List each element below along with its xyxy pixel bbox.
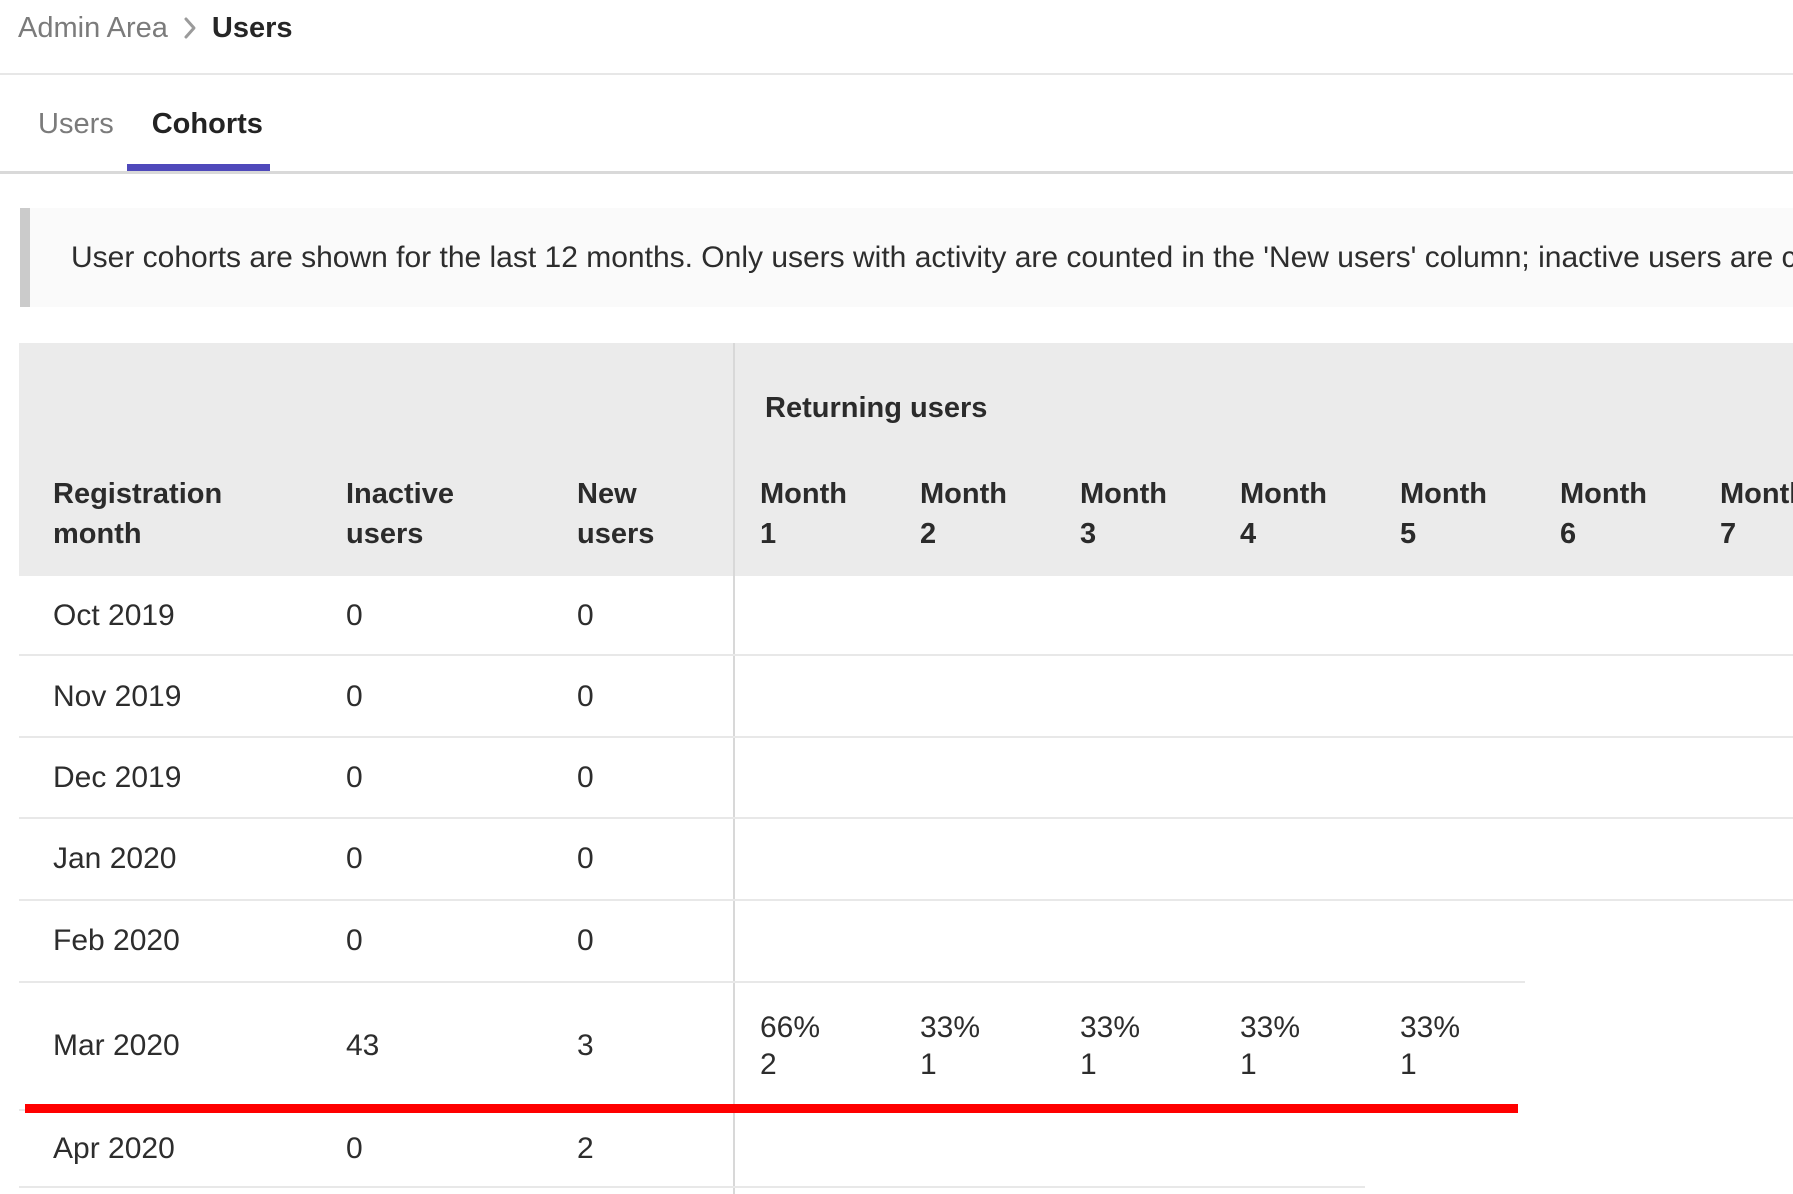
table-row-mar-2020: Mar 2020 43 3 66% 2 33% 1 33% 1 33% 1 33% 1 [19, 982, 1793, 1110]
inactive-users-cell: 43 [346, 1029, 380, 1062]
returning-percentage: 33% [1400, 1011, 1461, 1044]
table-row-nov-2019: Nov 2019 0 0 [19, 656, 1793, 737]
returning-month-3-cell: 33% 1 [1053, 1009, 1213, 1083]
returning-month-4-cell: 33% 1 [1213, 1009, 1373, 1083]
registration-month-cell: Feb 2020 [53, 924, 180, 957]
inactive-users-cell: 0 [346, 679, 363, 713]
returning-percentage: 33% [920, 1011, 981, 1044]
breadcrumb-current-users: Users [211, 11, 293, 44]
table-row-apr-2020: Apr 2020 0 2 [19, 1110, 1793, 1187]
new-users-cell: 2 [577, 1131, 594, 1165]
table-row-jan-2020: Jan 2020 0 0 [19, 818, 1793, 900]
inactive-users-cell: 0 [346, 842, 363, 875]
tabs-bottom-border [0, 171, 1793, 174]
inactive-users-cell: 0 [346, 760, 363, 794]
tab-users[interactable]: Users [38, 107, 114, 140]
breadcrumb-link-admin-area[interactable]: Admin Area [18, 11, 168, 44]
row-divider [19, 1186, 1365, 1188]
registration-month-cell: Nov 2019 [53, 679, 182, 713]
column-header-registration-month: Registration month [53, 478, 223, 550]
active-tab-underline [127, 164, 270, 171]
returning-users-group-header: Returning users [765, 392, 988, 424]
column-header-month-6: Month 6 [1560, 478, 1647, 550]
chevron-right-icon [182, 15, 198, 41]
new-users-cell: 0 [577, 679, 594, 713]
column-header-month-4: Month 4 [1240, 478, 1327, 550]
column-header-new-users: New users [577, 478, 655, 550]
inactive-users-cell: 0 [346, 599, 363, 632]
row-divider [19, 817, 1793, 819]
new-users-cell: 0 [577, 760, 594, 794]
tab-cohorts[interactable]: Cohorts [151, 107, 263, 140]
returning-count: 1 [1080, 1048, 1097, 1081]
registration-month-cell: Mar 2020 [53, 1029, 180, 1062]
column-header-month-7: Month7 [1720, 478, 1793, 550]
returning-count: 1 [1240, 1048, 1257, 1081]
tab-bar: Users Cohorts [38, 96, 263, 152]
new-users-cell: 0 [577, 842, 594, 875]
table-row-oct-2019: Oct 2019 0 0 [19, 576, 1793, 656]
returning-users-column-divider [733, 343, 735, 1194]
new-users-cell: 0 [577, 924, 594, 957]
new-users-cell: 3 [577, 1029, 594, 1062]
returning-count: 1 [920, 1048, 937, 1081]
breadcrumb: Admin Area Users [18, 6, 293, 50]
returning-count: 1 [1400, 1048, 1417, 1081]
column-header-month-3: Month 3 [1080, 478, 1167, 550]
table-row-dec-2019: Dec 2019 0 0 [19, 737, 1793, 818]
returning-month-5-cell: 33% 1 [1373, 1009, 1533, 1083]
column-header-month-1: Month 1 [760, 478, 847, 550]
cohorts-info-banner: User cohorts are shown for the last 12 m… [20, 208, 1793, 307]
row-divider [19, 981, 1525, 983]
returning-percentage: 33% [1080, 1011, 1141, 1044]
returning-month-2-cell: 33% 1 [893, 1009, 1053, 1083]
table-header: Registration month Inactive users New us… [19, 343, 1793, 576]
column-header-month-2: Month 2 [920, 478, 1007, 550]
new-users-cell: 0 [577, 599, 594, 632]
column-header-inactive-users: Inactive users [346, 478, 454, 550]
column-header-month-5: Month 5 [1400, 478, 1487, 550]
table-row-feb-2020: Feb 2020 0 0 [19, 900, 1793, 982]
row-divider [19, 654, 1793, 656]
registration-month-cell: Jan 2020 [53, 842, 177, 875]
registration-month-cell: Oct 2019 [53, 599, 175, 632]
inactive-users-cell: 0 [346, 1131, 363, 1165]
registration-month-cell: Apr 2020 [53, 1131, 175, 1165]
row-divider [19, 736, 1793, 738]
returning-percentage: 33% [1240, 1011, 1301, 1044]
table-body: Oct 2019 0 0 Nov 2019 0 0 Dec 2019 0 0 Jan 2020 0 0… [19, 576, 1793, 1187]
breadcrumb-divider [0, 73, 1793, 75]
returning-percentage: 66% [760, 1011, 821, 1044]
red-underline-annotation [25, 1104, 1518, 1113]
cohorts-info-text: User cohorts are shown for the last 12 m… [71, 240, 1793, 274]
returning-count: 2 [760, 1048, 777, 1081]
inactive-users-cell: 0 [346, 924, 363, 957]
registration-month-cell: Dec 2019 [53, 760, 182, 794]
row-divider [19, 899, 1793, 901]
returning-month-1-cell: 66% 2 [733, 1009, 893, 1083]
